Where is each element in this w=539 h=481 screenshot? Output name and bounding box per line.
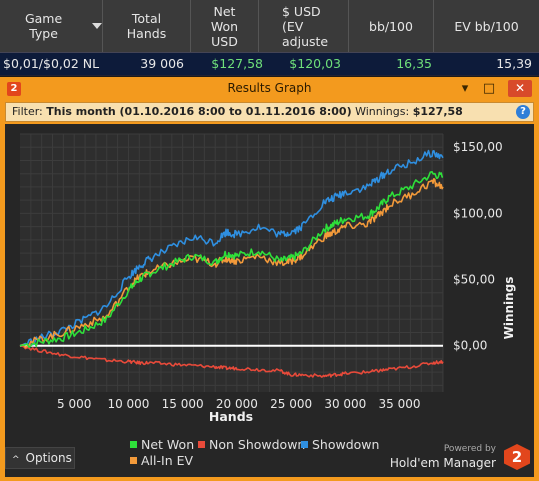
- header-label: EV bb/100: [454, 18, 519, 34]
- x-axis-label: Hands: [209, 409, 253, 424]
- header-label: bb/100: [369, 18, 413, 34]
- hem-logo-icon: 2: [504, 444, 530, 470]
- close-button[interactable]: ✕: [508, 80, 532, 97]
- cell-bb100: 16,35: [396, 56, 432, 71]
- header-ev-usd[interactable]: $ USD (EV adjuste: [259, 0, 349, 52]
- legend-label: All-In EV: [141, 453, 194, 468]
- window-titlebar[interactable]: 2 Results Graph ▾ □ ✕: [0, 77, 539, 101]
- header-ev-bb100[interactable]: EV bb/100: [434, 0, 539, 52]
- options-label: Options: [25, 451, 72, 465]
- stats-table: Game Type Total Hands Net Won USD $ USD …: [0, 0, 539, 76]
- plot-area: [20, 134, 443, 392]
- filter-label: Filter:: [12, 105, 43, 118]
- results-graph-window: 2 Results Graph ▾ □ ✕ Filter: This month…: [0, 77, 539, 481]
- legend-showdown[interactable]: Showdown: [301, 437, 379, 452]
- legend-net-won[interactable]: Net Won: [130, 437, 194, 452]
- header-bb100[interactable]: bb/100: [349, 0, 434, 52]
- app-logo-icon: 2: [7, 82, 21, 96]
- series-line-showdown: [19, 149, 444, 347]
- table-header: Game Type Total Hands Net Won USD $ USD …: [0, 0, 539, 52]
- winnings-value: $127,58: [412, 105, 463, 118]
- chart-panel: 5 000 10 000 15 000 20 000 25 000 30 000 35 00…: [5, 124, 534, 477]
- y-tick-label: $50,00: [453, 273, 495, 287]
- results-chart: 5 000 10 000 15 000 20 000 25 000 30 000 35 00…: [19, 133, 516, 424]
- header-label: Net Won USD: [210, 3, 239, 49]
- filter-bar[interactable]: Filter: This month (01.10.2016 8:00 to 0…: [5, 102, 534, 122]
- tick-labels: 5 000 10 000 15 000 20 000 25 000 30 000 35 00…: [57, 140, 503, 411]
- y-tick-label: $0,00: [453, 339, 487, 353]
- x-tick-label: 30 000: [324, 397, 366, 411]
- cell-net-won: $127,58: [211, 56, 263, 71]
- y-axis-label: Winnings: [502, 277, 516, 340]
- cell-ev-bb100: 15,39: [496, 56, 532, 71]
- legend-swatch: [198, 441, 205, 448]
- legend-swatch: [130, 441, 137, 448]
- minimize-button[interactable]: ▾: [461, 81, 469, 96]
- series-lines: [19, 149, 444, 378]
- y-tick-label: $150,00: [453, 140, 503, 154]
- x-tick-label: 15 000: [162, 397, 204, 411]
- y-tick-label: $100,00: [453, 206, 503, 220]
- cell-ev-usd: $120,03: [289, 56, 341, 71]
- table-row[interactable]: $0,01/$0,02 NL H 39 006 $127,58 $120,03 …: [0, 52, 539, 76]
- series-line-non-showdown: [19, 344, 444, 378]
- x-tick-label: 35 000: [379, 397, 421, 411]
- cell-total-hands: 39 006: [140, 56, 184, 71]
- maximize-button[interactable]: □: [482, 81, 496, 96]
- brand-name: Hold'em Manager: [389, 456, 496, 470]
- header-label: Total Hands: [126, 11, 167, 41]
- header-game-type[interactable]: Game Type: [0, 0, 103, 52]
- grid: [20, 133, 444, 392]
- triangle-down-icon[interactable]: [92, 23, 102, 29]
- legend-swatch: [301, 441, 308, 448]
- winnings-label: Winnings:: [355, 105, 410, 118]
- filter-value: This month (01.10.2016 8:00 to 01.11.201…: [46, 105, 352, 118]
- window-title: Results Graph: [227, 81, 312, 95]
- help-icon[interactable]: ?: [516, 105, 530, 119]
- legend-label: Net Won: [141, 437, 195, 452]
- legend-label: Showdown: [312, 437, 380, 452]
- filter-text: Filter: This month (01.10.2016 8:00 to 0…: [12, 105, 463, 118]
- legend-label: Non Showdown: [209, 437, 306, 452]
- caret-up-icon: ^: [12, 455, 20, 465]
- legend-swatch: [130, 457, 137, 464]
- legend-non-showdown[interactable]: Non Showdown: [198, 437, 305, 452]
- options-button[interactable]: ^ Options: [5, 447, 75, 469]
- x-tick-label: 25 000: [270, 397, 312, 411]
- header-label: Game Type: [24, 11, 63, 41]
- header-label: $ USD (EV adjuste: [282, 3, 329, 49]
- x-tick-label: 20 000: [216, 397, 258, 411]
- series-line-net-won: [19, 170, 444, 348]
- series-line-all-in-ev: [19, 177, 444, 349]
- x-tick-label: 10 000: [107, 397, 149, 411]
- powered-by-text: Powered by: [443, 444, 496, 454]
- header-net-won[interactable]: Net Won USD: [191, 0, 259, 52]
- legend-all-in-ev[interactable]: All-In EV: [130, 453, 193, 468]
- x-tick-label: 5 000: [57, 397, 91, 411]
- cell-game-type: $0,01/$0,02 NL H: [3, 56, 101, 71]
- header-total-hands[interactable]: Total Hands: [103, 0, 191, 52]
